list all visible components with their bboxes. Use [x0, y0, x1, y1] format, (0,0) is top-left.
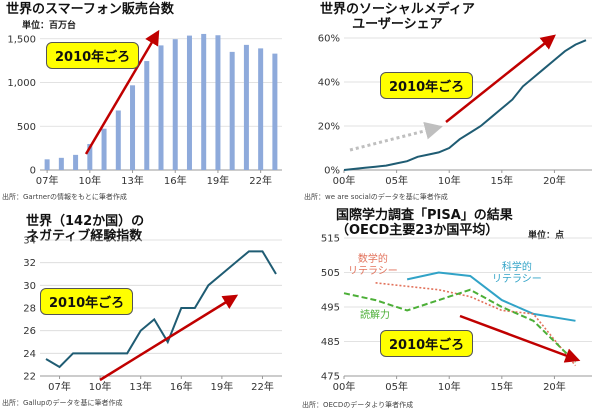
y-tick-label: 40%: [318, 78, 340, 89]
series-line: [45, 250, 277, 369]
bar-2008: [58, 157, 64, 170]
year-badge: 2010年ごろ: [380, 72, 474, 99]
reading-annotation: 読解力: [360, 310, 390, 321]
chart-title: 国際学力調査「PISA」の結果 （OECD主要23か国平均）: [336, 208, 513, 238]
chart-title-text: 世界のソーシャルメディア ユーザーシェア: [320, 2, 475, 32]
x-tick-label: 16年: [170, 380, 193, 393]
x-tick-label: 10年: [438, 380, 461, 393]
negative-experience-panel: 世界（142か国）の ネガティブ経験指数 22 24 26 28 30 32 34 07年 10…: [0, 204, 300, 408]
x-tick-label: 10年: [78, 174, 101, 187]
source-note: 出所：OECDのデータより筆者作成: [302, 401, 414, 409]
reading-line: [343, 288, 577, 363]
x-tick-label: 10年: [89, 380, 112, 393]
series-line: [343, 39, 587, 171]
y-tick-label: 32: [23, 258, 36, 269]
y-tick-label: 0: [30, 166, 36, 177]
smartphone-sales-chart: 0 500 1,000 1,500 07年 10年 13年 16年 19年 22年: [7, 29, 282, 187]
smartphone-sales-panel: 世界のスマーフォン販売台数 単位：百万台 0 500 1,000 1,500 07年 10…: [0, 0, 300, 204]
trend-arrow: [459, 314, 581, 363]
y-tick-label: 505: [321, 268, 340, 279]
bar-2023: [272, 53, 278, 170]
x-tick-label: 22年: [249, 174, 272, 187]
bar-2022: [258, 48, 264, 170]
y-tick-label: 500: [17, 122, 36, 133]
bar-2013: [130, 85, 136, 170]
y-tick-label: 1,500: [7, 34, 36, 45]
x-tick-label: 20年: [543, 380, 566, 393]
y-tick-label: 0%: [324, 166, 340, 177]
unit-label: 単位：百万台: [22, 21, 77, 31]
y-tick-label: 26: [23, 326, 36, 337]
trend-arrow: [99, 294, 239, 382]
negative-experience-chart: 22 24 26 28 30 32 34 07年 10年 13年 16年 19年 22年: [23, 236, 282, 393]
chart-title: 世界のスマーフォン販売台数: [6, 2, 174, 17]
pisa-panel: 国際学力調査「PISA」の結果 （OECD主要23か国平均） 単位：点 475 4…: [300, 204, 600, 409]
y-tick-label: 495: [321, 303, 340, 314]
chart-title: 世界のソーシャルメディア ユーザーシェア: [320, 2, 475, 32]
x-tick-label: 07年: [36, 174, 59, 187]
math-annotation: 数学的 リテラシー: [348, 254, 398, 277]
source-note: 出所：Gartnerの情報をもとに筆者作成: [2, 193, 127, 201]
pisa-chart: 475 485 495 505 515 00年 05年 10年 15年 20年: [321, 234, 592, 393]
bar-2007: [44, 159, 50, 170]
y-tick-label: 34: [23, 236, 36, 247]
bar-2021: [243, 44, 249, 170]
bar-2018: [201, 33, 207, 170]
source-note: 出所：we are socialのデータを基に筆者作成: [304, 193, 448, 201]
y-tick-label: 22: [23, 372, 36, 383]
social-media-chart: 0% 20% 40% 60% 00年 05年 10年 15年 20年: [318, 34, 592, 187]
x-tick-label: 13年: [129, 380, 152, 393]
trend-arrow: [84, 29, 160, 155]
year-badge: 2010年ごろ: [380, 330, 474, 357]
bar-2017: [186, 35, 192, 170]
bar-2020: [229, 51, 235, 170]
x-tick-label: 15年: [490, 174, 513, 187]
x-tick-label: 05年: [385, 380, 408, 393]
bar-2015: [158, 45, 164, 170]
bar-2009: [73, 154, 79, 170]
source-note: 出所：Gallupのデータを基に筆者作成: [2, 399, 123, 407]
y-tick-label: 515: [321, 234, 340, 245]
x-tick-label: 20年: [543, 174, 566, 187]
y-tick-label: 475: [321, 372, 340, 383]
social-media-panel: 世界のソーシャルメディア ユーザーシェア 0% 20% 40% 60% 00年 05年 10…: [300, 0, 600, 204]
y-tick-label: 30: [23, 281, 36, 292]
y-tick-label: 485: [321, 337, 340, 348]
x-tick-label: 00年: [333, 174, 356, 187]
bar-2012: [115, 110, 121, 170]
trend-arrow: [445, 34, 556, 123]
x-tick-label: 22年: [251, 380, 274, 393]
y-tick-label: 20%: [318, 122, 340, 133]
x-tick-label: 13年: [121, 174, 144, 187]
bar-2010: [87, 144, 93, 170]
x-tick-label: 15年: [490, 380, 513, 393]
y-tick-label: 60%: [318, 34, 340, 45]
x-tick-label: 07年: [48, 380, 71, 393]
x-tick-label: 00年: [333, 380, 356, 393]
bar-2014: [144, 61, 150, 170]
x-tick-label: 19年: [211, 380, 234, 393]
science-annotation: 科学的 リテラシー: [492, 262, 542, 285]
bar-2019: [215, 35, 221, 170]
year-badge: 2010年ごろ: [40, 288, 134, 315]
x-tick-label: 05年: [385, 174, 408, 187]
y-tick-label: 1,000: [7, 78, 36, 89]
year-badge: 2010年ごろ: [46, 42, 140, 69]
unit-label: 単位：点: [528, 231, 565, 241]
early-trend-arrow: [349, 121, 443, 152]
x-tick-label: 16年: [164, 174, 187, 187]
science-line: [406, 271, 576, 322]
bar-2011: [101, 128, 107, 170]
x-tick-label: 19年: [207, 174, 230, 187]
y-tick-label: 24: [23, 349, 36, 360]
bar-2016: [172, 39, 178, 170]
y-tick-label: 28: [23, 304, 36, 315]
x-tick-label: 10年: [438, 174, 461, 187]
